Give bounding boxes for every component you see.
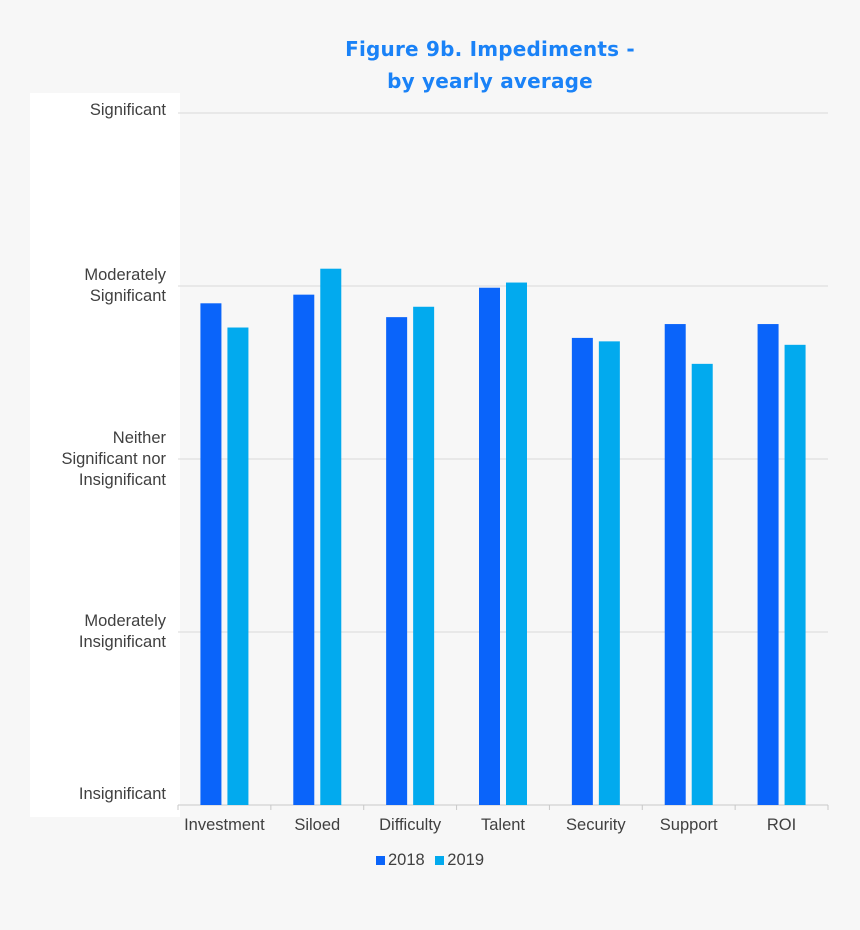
chart-title-line-1: Figure 9b. Impediments - [345, 37, 635, 61]
legend-label-2019: 2019 [447, 851, 485, 869]
y-tick-label-line: Insignificant [78, 785, 166, 803]
y-tick-label-line: Significant nor [61, 449, 166, 468]
y-tick-label-line: Moderately [84, 612, 166, 630]
y-tick-label-line: Insignificant [78, 470, 166, 489]
y-tick-label-line: Moderately [84, 266, 166, 284]
x-tick-label-security: Security [566, 816, 626, 834]
y-tick-label-line: Significant [89, 101, 166, 119]
y-axis-label-panel [30, 93, 180, 817]
x-tick-label-roi: ROI [766, 816, 797, 834]
y-tick-label: Insignificant [0, 784, 166, 805]
legend: 2018 2019 [0, 851, 860, 870]
legend-swatch-2019 [435, 856, 445, 865]
bar-2018-difficulty [386, 317, 408, 805]
y-tick-label-line: Neither [112, 428, 166, 447]
x-tick-label-difficulty: Difficulty [379, 816, 442, 834]
bar-2018-roi [757, 324, 779, 805]
bar-2019-investment [227, 327, 249, 805]
legend-item-2018: 2018 [375, 851, 425, 870]
y-tick-label-line: Significant [89, 287, 166, 305]
legend-label-2018: 2018 [387, 851, 425, 869]
bar-2018-investment [200, 303, 222, 805]
bar-2018-support [664, 324, 686, 805]
y-tick-label-line: Insignificant [78, 633, 166, 651]
x-tick-label-talent: Talent [480, 816, 526, 834]
bar-2019-security [598, 341, 620, 805]
bar-2018-security [571, 337, 593, 805]
chart-title-line-2: by yearly average [387, 69, 593, 93]
y-tick-label: Moderately Significant [0, 265, 166, 307]
bar-2019-support [691, 363, 713, 805]
x-tick-label-support: Support [659, 816, 718, 834]
y-tick-label: Significant [0, 100, 166, 121]
bar-2019-siloed [320, 268, 342, 805]
bar-2018-talent [479, 287, 500, 806]
bar-2019-roi [784, 344, 806, 805]
bar-2019-difficulty [413, 306, 435, 805]
x-tick-label-investment: Investment [184, 816, 265, 834]
bar-2019-talent [506, 282, 527, 805]
y-tick-label: Moderately Insignificant [0, 611, 166, 653]
legend-swatch-2018 [375, 856, 385, 865]
legend-item-2019: 2019 [435, 851, 484, 870]
bar-2018-siloed [293, 294, 315, 805]
y-tick-label: Neither Significant nor Insignificant [0, 428, 166, 491]
x-tick-label-siloed: Siloed [294, 816, 341, 834]
